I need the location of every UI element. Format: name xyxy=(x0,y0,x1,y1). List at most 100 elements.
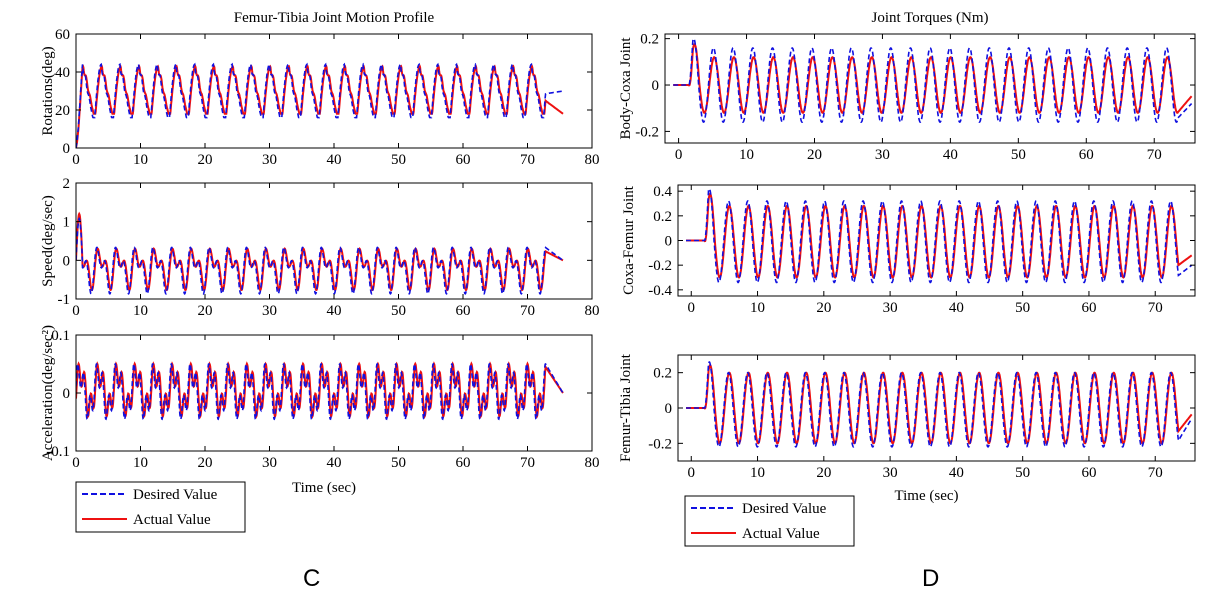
y-tick-label: 0 xyxy=(63,141,71,157)
y-tick-label: 0 xyxy=(665,401,673,417)
series-line-actual xyxy=(686,363,1193,445)
x-tick-label: 60 xyxy=(1079,147,1094,163)
x-tick-label: 20 xyxy=(816,465,831,481)
y-tick-label: 0 xyxy=(63,386,71,402)
y-tick-label: 0 xyxy=(63,253,71,269)
x-tick-label: 20 xyxy=(198,303,213,319)
x-tick-label: 30 xyxy=(875,147,890,163)
x-tick-label: 50 xyxy=(1011,147,1026,163)
x-tick-label: 40 xyxy=(949,300,964,316)
x-tick-label: 40 xyxy=(943,147,958,163)
y-axis-label: Rotations(deg) xyxy=(40,46,56,135)
y-tick-label: 60 xyxy=(55,27,70,43)
y-tick-label: -0.2 xyxy=(648,436,672,452)
x-tick-label: 60 xyxy=(456,152,471,168)
body-coxa-torque-plot: 0 10 20 30 40 50 60 70 -0.2 0 0.2 Joint Torques (Nm… xyxy=(618,10,1196,163)
legend-left: Desired Value Actual Value xyxy=(75,481,246,533)
series-line-desired xyxy=(76,362,564,421)
y-tick-label: 0 xyxy=(652,78,660,94)
x-axis-label: Time (sec) xyxy=(894,488,958,504)
x-tick-label: 30 xyxy=(262,303,277,319)
x-tick-label: 30 xyxy=(883,300,898,316)
x-tick-label: 40 xyxy=(327,152,342,168)
y-axis-label: Speed(deg/sec) xyxy=(40,195,56,287)
femur-tibia-acceleration-plot: 0 10 20 30 40 50 60 70 80-0.100.1Acceleration(de… xyxy=(40,325,600,496)
y-tick-label: -0.2 xyxy=(635,124,659,140)
panel-letter-right: D xyxy=(922,565,939,592)
x-tick-label: 10 xyxy=(133,303,148,319)
x-tick-label: 50 xyxy=(391,152,406,168)
series-line-desired xyxy=(673,37,1193,123)
y-tick-label: 20 xyxy=(55,103,70,119)
y-tick-label: -1 xyxy=(58,292,71,308)
x-tick-label: 40 xyxy=(327,303,342,319)
x-tick-label: 50 xyxy=(1015,465,1030,481)
y-tick-label: 2 xyxy=(63,176,71,192)
x-tick-label: 40 xyxy=(949,465,964,481)
y-axis-label: Acceleration(deg/sec²) xyxy=(40,325,56,461)
y-tick-label: 0.2 xyxy=(653,209,672,225)
x-tick-label: 30 xyxy=(883,465,898,481)
femur-tibia-rotation-plot: 0 10 20 30 40 50 60 70 80 0 20 40 60 Femur-Tibia Join… xyxy=(40,10,600,168)
axis-frame xyxy=(664,33,1196,144)
series-line-actual xyxy=(76,211,564,292)
y-tick-label: 0.4 xyxy=(653,184,672,200)
plot-title: Femur-Tibia Joint Motion Profile xyxy=(234,10,435,26)
x-tick-label: 0 xyxy=(688,300,696,316)
legend-right: Desired Value Actual Value xyxy=(684,495,855,547)
x-tick-label: 60 xyxy=(456,303,471,319)
coxa-femur-torque-plot: 0 10 20 30 40 50 60 70 -0.4 -0.2 0 0.2 0.4 Coxa-Femur… xyxy=(621,184,1196,316)
series-line-desired xyxy=(76,217,564,296)
x-tick-label: 60 xyxy=(456,455,471,471)
x-tick-label: 50 xyxy=(391,455,406,471)
x-tick-label: 10 xyxy=(133,455,148,471)
x-tick-label: 0 xyxy=(72,303,80,319)
x-tick-label: 80 xyxy=(585,455,600,471)
legend-left-actual-label: Actual Value xyxy=(133,512,211,528)
x-tick-label: 0 xyxy=(72,152,80,168)
x-tick-label: 0 xyxy=(688,465,696,481)
x-tick-label: 20 xyxy=(816,300,831,316)
x-tick-label: 70 xyxy=(1148,465,1163,481)
y-tick-label: 0.1 xyxy=(51,328,70,344)
y-axis-label: Body-Coxa Joint xyxy=(618,37,634,140)
x-tick-label: 20 xyxy=(807,147,822,163)
y-tick-label: 0.2 xyxy=(653,366,672,382)
x-tick-label: 20 xyxy=(198,455,213,471)
x-tick-label: 50 xyxy=(1015,300,1030,316)
x-tick-label: 70 xyxy=(1148,300,1163,316)
x-tick-label: 70 xyxy=(520,152,535,168)
y-tick-label: -0.4 xyxy=(648,283,672,299)
series-line-actual xyxy=(686,192,1193,279)
x-tick-label: 10 xyxy=(739,147,754,163)
x-tick-label: 10 xyxy=(750,300,765,316)
series-line-actual xyxy=(76,64,564,148)
legend-left-box xyxy=(75,481,246,533)
y-tick-label: 0 xyxy=(665,234,673,250)
x-axis-label: Time (sec) xyxy=(292,480,356,496)
y-tick-label: 0.2 xyxy=(640,32,659,48)
y-axis-label: Coxa-Femur Joint xyxy=(621,185,637,295)
x-tick-label: 20 xyxy=(198,152,213,168)
x-tick-label: 80 xyxy=(585,152,600,168)
y-tick-label: -0.1 xyxy=(46,444,70,460)
legend-right-box xyxy=(684,495,855,547)
x-tick-label: 70 xyxy=(520,303,535,319)
y-tick-label: 1 xyxy=(63,215,71,231)
x-tick-label: 60 xyxy=(1081,465,1096,481)
x-tick-label: 10 xyxy=(133,152,148,168)
x-tick-label: 70 xyxy=(520,455,535,471)
legend-left-desired-label: Desired Value xyxy=(133,487,218,503)
y-tick-label: -0.2 xyxy=(648,258,672,274)
x-tick-label: 0 xyxy=(675,147,683,163)
series-line-desired xyxy=(76,62,564,148)
x-tick-label: 30 xyxy=(262,455,277,471)
y-tick-label: 40 xyxy=(55,65,70,81)
panel-letter-left: C xyxy=(303,565,320,592)
x-tick-label: 30 xyxy=(262,152,277,168)
x-tick-label: 40 xyxy=(327,455,342,471)
legend-right-desired-label: Desired Value xyxy=(742,501,827,517)
plot-title: Joint Torques (Nm) xyxy=(872,10,989,26)
